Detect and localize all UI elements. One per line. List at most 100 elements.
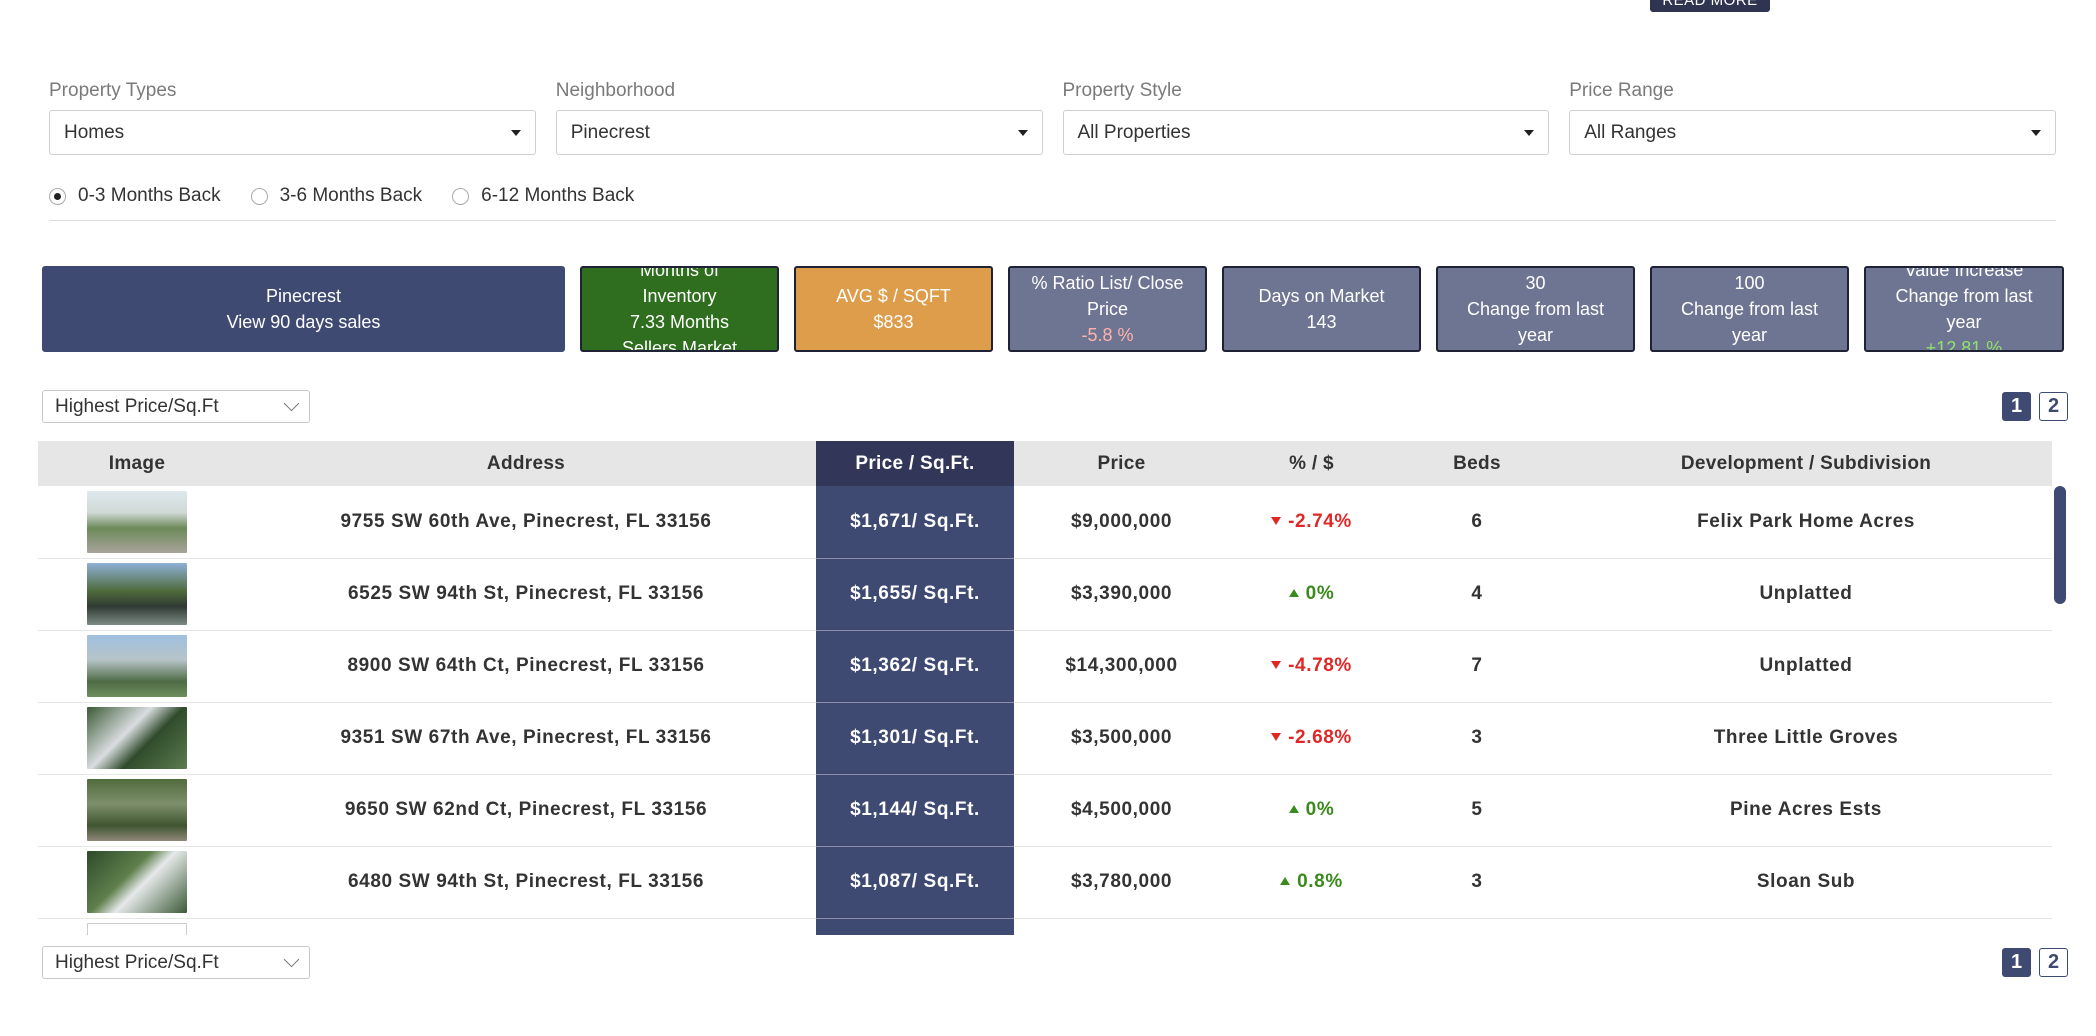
stat-line: year — [1731, 325, 1767, 345]
radio-button[interactable] — [452, 187, 470, 205]
table-row[interactable]: 9755 SW 60th Ave, Pinecrest, FL 33156 $1,… — [38, 486, 2052, 559]
price-range-select[interactable]: All Ranges — [1569, 110, 2056, 155]
neighborhood-select[interactable]: Pinecrest — [555, 110, 1043, 155]
chevron-down-icon — [283, 395, 300, 412]
stat-line: Days on Market — [1258, 286, 1385, 306]
filter-neighborhood: Neighborhood Pinecrest — [555, 80, 1043, 155]
price-cell: $9,000,000 — [1070, 510, 1173, 532]
table-scrollbar[interactable] — [2054, 486, 2066, 604]
change-value: 0% — [1305, 799, 1335, 820]
price-cell — [1014, 918, 1229, 935]
stat-line: Change from last — [1895, 286, 2033, 306]
table-row[interactable]: 8900 SW 64th Ct, Pinecrest, FL 33156 $1,3… — [38, 630, 2052, 703]
column-header-image[interactable]: Image — [108, 452, 166, 474]
filter-property-types: Property Types Homes — [49, 80, 536, 155]
view-sales-button[interactable]: Pinecrest View 90 days sales — [42, 266, 565, 352]
radio-label: 6-12 Months Back — [481, 185, 635, 206]
property-style-select[interactable]: All Properties — [1062, 110, 1550, 155]
property-thumbnail[interactable] — [87, 851, 187, 913]
radio-0-3-months[interactable]: 0-3 Months Back — [49, 185, 221, 207]
radio-button[interactable] — [49, 187, 66, 205]
property-thumbnail[interactable] — [87, 707, 187, 769]
price-cell: $3,500,000 — [1070, 727, 1173, 748]
arrow-down-icon — [1271, 733, 1282, 741]
property-thumbnail[interactable] — [87, 563, 187, 625]
stat-line: Price — [1086, 299, 1128, 319]
change-value: -4.78% — [1288, 655, 1352, 676]
top-sort-row: Highest Price/Sq.Ft 1 2 — [42, 390, 2068, 423]
filter-label: Property Style — [1062, 80, 1182, 101]
change-cell: -4.78% — [1229, 630, 1394, 702]
sort-select-top[interactable]: Highest Price/Sq.Ft — [42, 390, 310, 423]
stat-line: Inventory — [642, 286, 717, 306]
price-sqft-cell: $1,301/ Sq.Ft. — [816, 702, 1014, 775]
table-header-row: Image Address Price / Sq.Ft. Price % / $… — [38, 441, 2052, 486]
image-cell — [38, 630, 236, 702]
stat-line: Months of — [639, 266, 720, 280]
table-row[interactable]: 6480 SW 94th St, Pinecrest, FL 33156 $1,0… — [38, 846, 2052, 919]
sort-select-bottom[interactable]: Highest Price/Sq.Ft — [42, 946, 310, 979]
price-sqft-cell: $1,362/ Sq.Ft. — [816, 630, 1014, 703]
page-button-1[interactable]: 1 — [2002, 392, 2031, 421]
subdivision-cell: Unplatted — [1759, 583, 1853, 604]
filter-property-style: Property Style All Properties — [1062, 80, 1550, 155]
property-thumbnail[interactable] — [87, 635, 187, 697]
column-header-address[interactable]: Address — [486, 452, 566, 474]
radio-3-6-months[interactable]: 3-6 Months Back — [250, 185, 422, 207]
property-types-select[interactable]: Homes — [49, 110, 536, 155]
read-more-button[interactable]: READ MORE — [1650, 0, 1770, 12]
property-thumbnail — [87, 923, 187, 935]
stat-line: Value Increase — [1904, 266, 2024, 280]
image-cell — [38, 846, 236, 918]
address-cell[interactable]: 9650 SW 62nd Ct, Pinecrest, FL 33156 — [344, 799, 708, 820]
table-row[interactable]: 9650 SW 62nd Ct, Pinecrest, FL 33156 $1,1… — [38, 774, 2052, 847]
column-header-beds[interactable]: Beds — [1453, 452, 1501, 474]
stat-line: year — [1517, 325, 1553, 345]
caret-down-icon — [1524, 129, 1535, 136]
subdivision-cell — [1560, 918, 2052, 935]
column-header-price[interactable]: Price — [1097, 452, 1146, 474]
table-row[interactable]: 9351 SW 67th Ave, Pinecrest, FL 33156 $1,… — [38, 702, 2052, 775]
address-cell[interactable]: 8900 SW 64th Ct, Pinecrest, FL 33156 — [347, 655, 705, 676]
page-button-2[interactable]: 2 — [2039, 392, 2068, 421]
price-sqft-cell: $1,671/ Sq.Ft. — [816, 486, 1014, 559]
image-cell — [38, 486, 236, 558]
stat-value: $833 — [873, 312, 914, 332]
change-cell: -2.74% — [1229, 486, 1394, 558]
stat-line: AVG $ / SQFT — [836, 286, 951, 306]
stat-title: Pinecrest — [265, 286, 342, 306]
stat-line: % Ratio List/ Close — [1031, 273, 1184, 293]
column-header-change[interactable]: % / $ — [1289, 452, 1334, 474]
image-cell — [38, 558, 236, 630]
property-thumbnail[interactable] — [87, 779, 187, 841]
page-button-1[interactable]: 1 — [2002, 948, 2031, 977]
address-cell[interactable]: 6480 SW 94th St, Pinecrest, FL 33156 — [347, 871, 705, 892]
sort-value: Highest Price/Sq.Ft — [55, 395, 219, 417]
price-cell: $14,300,000 — [1065, 655, 1178, 676]
address-cell[interactable]: 6525 SW 94th St, Pinecrest, FL 33156 — [347, 583, 705, 604]
address-cell[interactable]: 9351 SW 67th Ave, Pinecrest, FL 33156 — [340, 727, 712, 748]
address-cell[interactable]: 9755 SW 60th Ave, Pinecrest, FL 33156 — [340, 510, 712, 532]
list-close-ratio-card: % Ratio List/ Close Price -5.8 % — [1008, 266, 1207, 352]
price-sqft-cell — [816, 918, 1014, 935]
change-value: -2.68% — [1288, 727, 1352, 748]
beds-cell: 5 — [1471, 799, 1483, 820]
page-button-2[interactable]: 2 — [2039, 948, 2068, 977]
change-value: -2.74% — [1288, 510, 1352, 532]
change-cell: 0.8% — [1229, 846, 1394, 918]
arrow-up-icon — [1288, 589, 1299, 597]
radio-button[interactable] — [250, 187, 268, 205]
column-header-subdivision[interactable]: Development / Subdivision — [1680, 452, 1932, 474]
image-cell — [38, 918, 236, 935]
select-value: All Properties — [1077, 121, 1191, 143]
value-increase-card: Value Increase Change from last year +12… — [1864, 266, 2064, 352]
select-value: All Ranges — [1584, 121, 1677, 143]
filter-label: Neighborhood — [555, 80, 676, 101]
radio-6-12-months[interactable]: 6-12 Months Back — [452, 185, 634, 207]
stat-value: 143 — [1306, 312, 1337, 332]
table-row[interactable]: 6525 SW 94th St, Pinecrest, FL 33156 $1,6… — [38, 558, 2052, 631]
stat-value: 30 — [1525, 273, 1546, 293]
divider — [49, 220, 2056, 221]
property-thumbnail[interactable] — [87, 490, 187, 553]
column-header-price-sqft[interactable]: Price / Sq.Ft. — [816, 441, 1014, 486]
